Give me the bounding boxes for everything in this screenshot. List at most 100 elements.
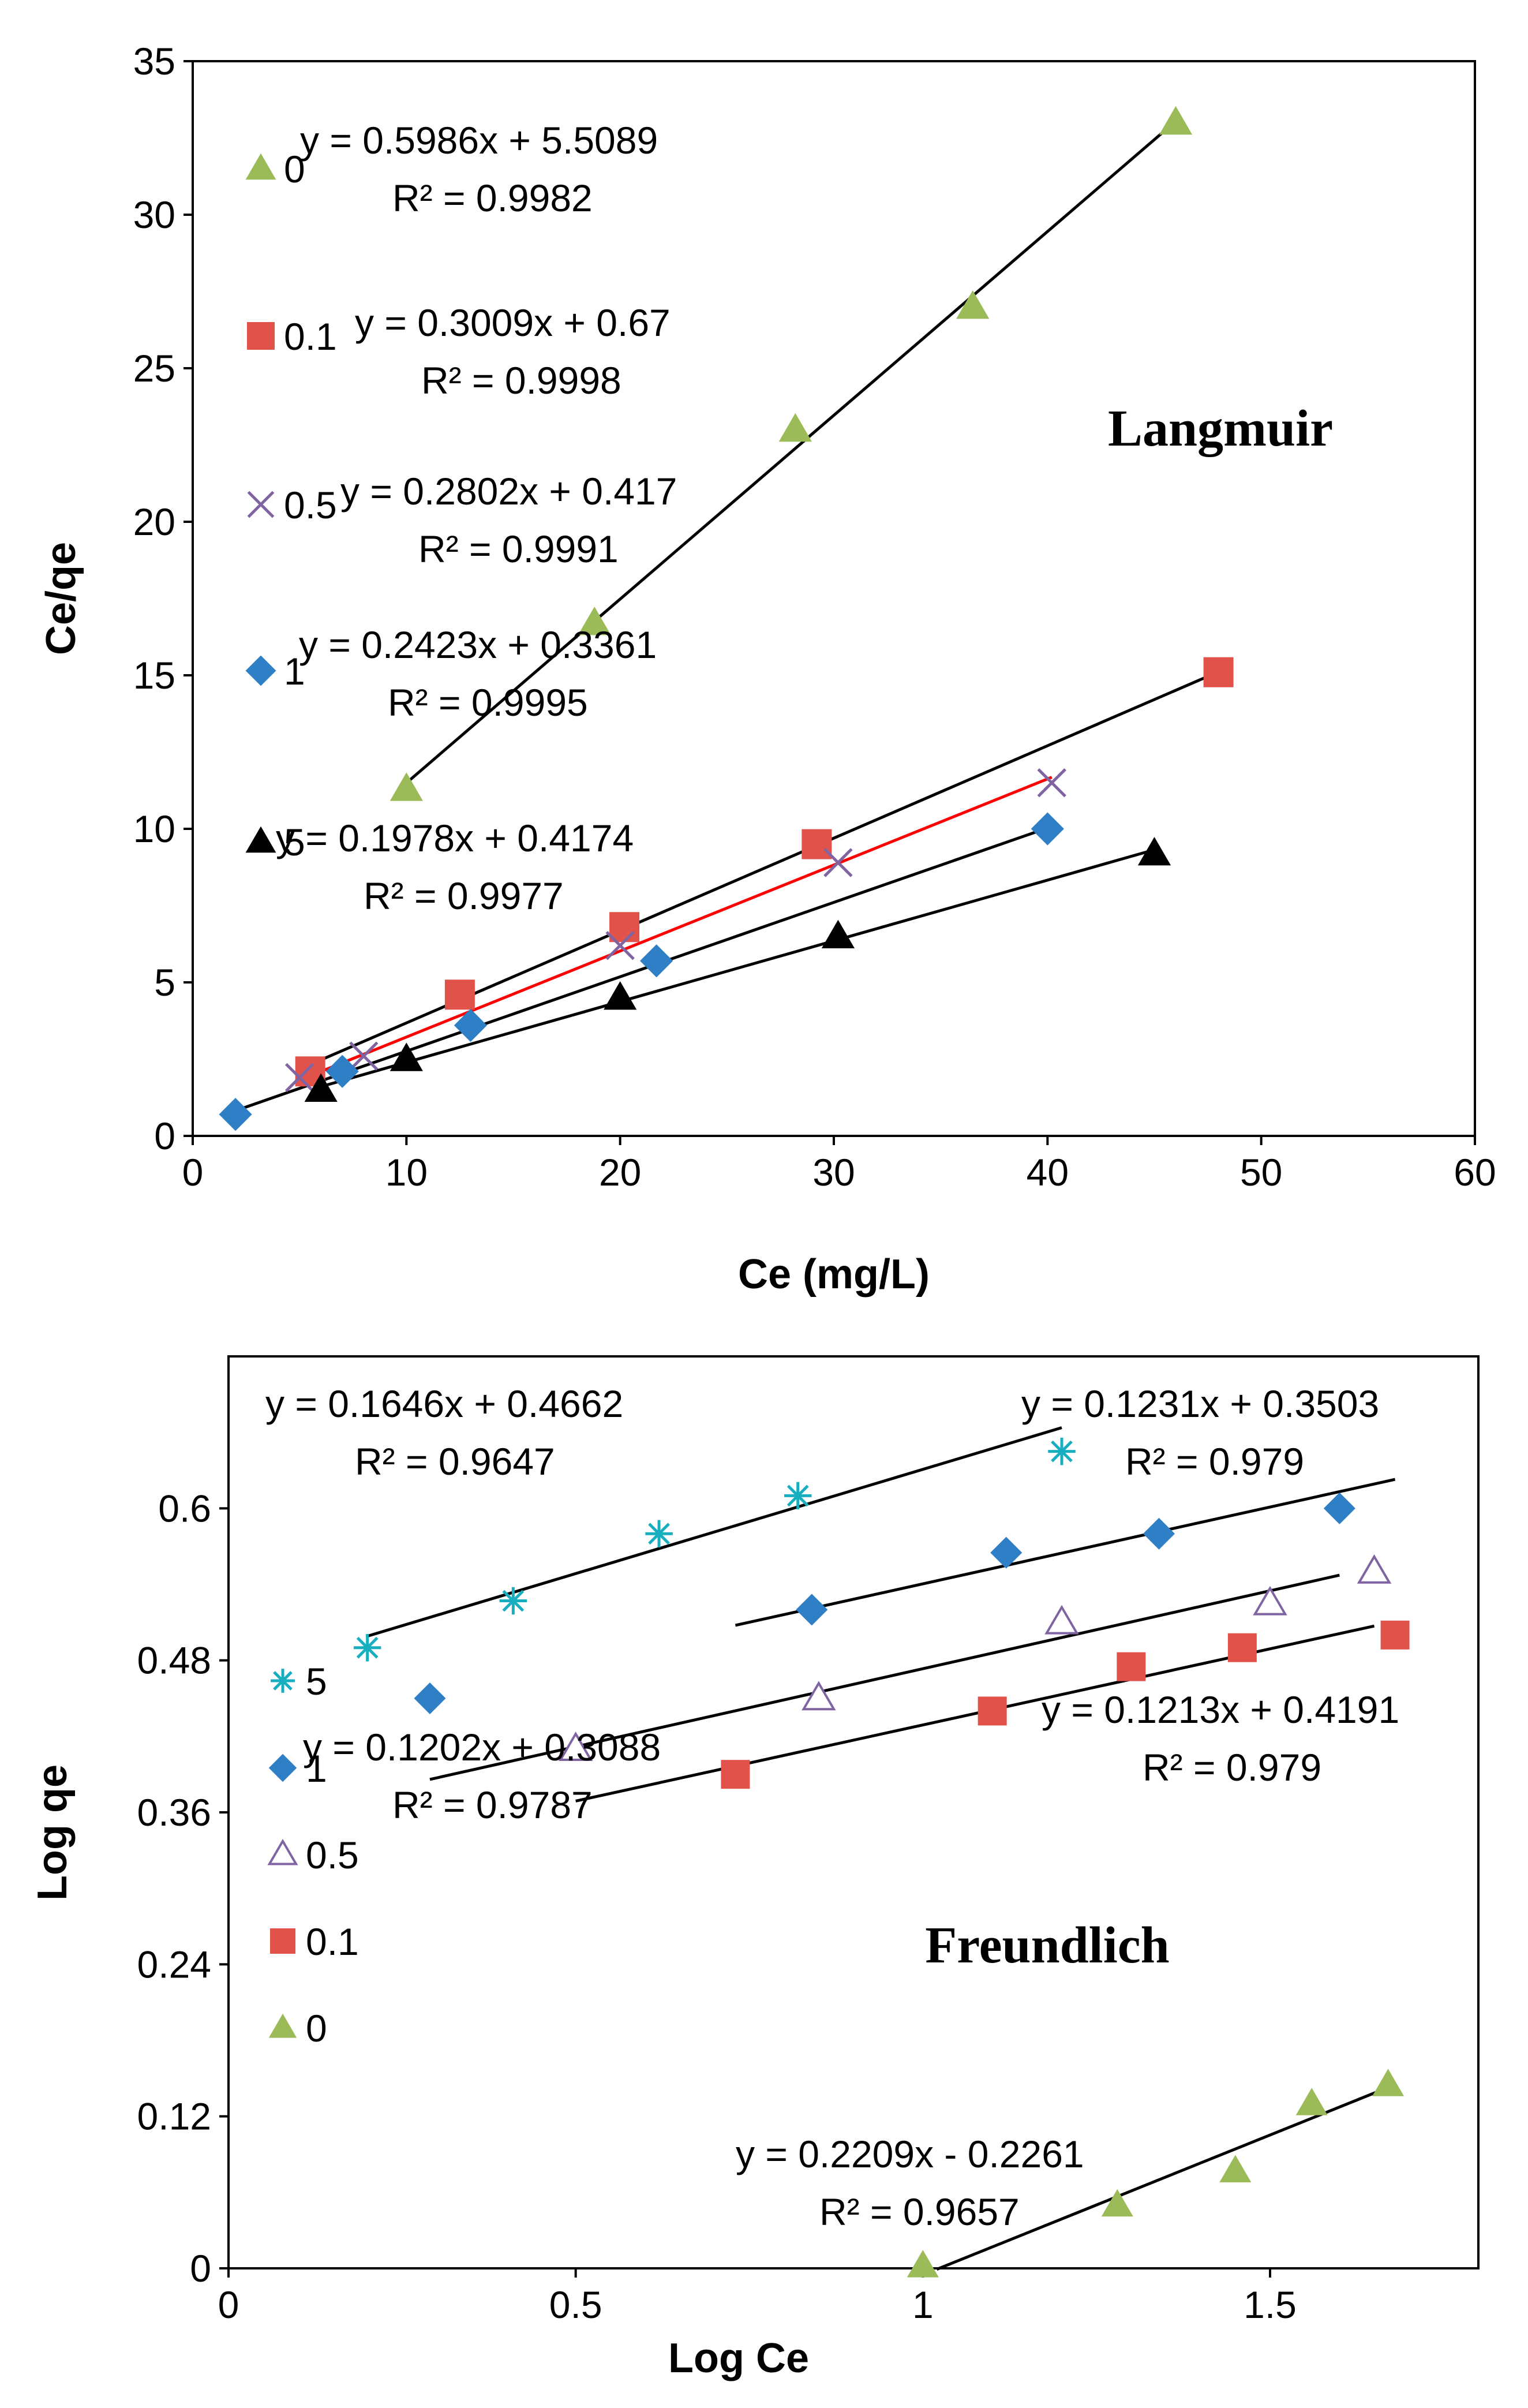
freundlich-y-axis-label: Log qe [29, 1764, 76, 1901]
langmuir-y-tick-label: 35 [133, 40, 175, 83]
freundlich-point-series-0.1 [978, 1696, 1007, 1726]
freundlich-legend-marker-0.5 [267, 1838, 298, 1865]
freundlich-x-tick-label: 1.5 [1244, 2283, 1297, 2326]
langmuir-point-series-0.1 [444, 979, 475, 1010]
freundlich-legend-label: 5 [306, 1660, 327, 1703]
langmuir-legend-label: 0 [284, 148, 305, 190]
langmuir-point-series-0 [1159, 106, 1193, 135]
langmuir-point-series-1 [454, 1008, 488, 1042]
langmuir-eq-1: y = 0.3009x + 0.67 [355, 301, 671, 344]
langmuir-point-series-5 [390, 1042, 423, 1071]
langmuir-y-tick-label: 30 [133, 193, 175, 236]
langmuir-x-tick-label: 50 [1240, 1151, 1282, 1194]
langmuir-point-series-0 [578, 606, 611, 635]
langmuir-legend-marker-0 [245, 153, 276, 180]
langmuir-fit-line-0 [405, 120, 1177, 784]
freundlich-point-series-1 [414, 1682, 446, 1714]
freundlich-r2-2: R² = 0.9787 [392, 1783, 593, 1826]
freundlich-point-series-5 [353, 1633, 381, 1662]
freundlich-legend-label: 0.1 [306, 1920, 359, 1963]
freundlich-point-series-5 [784, 1482, 812, 1510]
langmuir-y-tick-label: 0 [154, 1115, 175, 1157]
langmuir-point-series-0.5 [1037, 768, 1066, 798]
freundlich-point-series-0 [1372, 2069, 1405, 2096]
freundlich-point-series-1 [1143, 1517, 1175, 1550]
langmuir-legend-label: 1 [284, 650, 305, 693]
langmuir-point-series-0.1 [1203, 657, 1234, 687]
freundlich-x-tick-label: 1 [912, 2283, 934, 2326]
freundlich-point-series-0 [1295, 2088, 1328, 2115]
langmuir-x-tick-label: 60 [1454, 1151, 1496, 1194]
langmuir-r2-3: R² = 0.9995 [388, 681, 588, 724]
langmuir-y-tick-label: 20 [133, 500, 175, 543]
freundlich-y-tick-label: 0.12 [137, 2095, 211, 2138]
freundlich-point-series-0.5 [1044, 1605, 1079, 1635]
langmuir-r2-1: R² = 0.9998 [421, 359, 621, 402]
langmuir-x-tick-label: 10 [385, 1151, 428, 1194]
freundlich-data-points [353, 1437, 1410, 2278]
langmuir-point-series-1 [1031, 812, 1064, 846]
freundlich-legend-marker-0.1 [270, 1928, 295, 1954]
langmuir-fit-line-0.5 [299, 776, 1053, 1082]
freundlich-fit-line-0.1 [735, 1478, 1396, 1627]
langmuir-r2-0: R² = 0.9982 [392, 177, 593, 219]
langmuir-point-series-1 [219, 1098, 252, 1131]
freundlich-point-series-1 [990, 1536, 1023, 1569]
freundlich-eq-1: y = 0.1231x + 0.3503 [1021, 1382, 1379, 1425]
langmuir-title: Langmuir [1108, 400, 1333, 457]
freundlich-point-series-5 [499, 1587, 527, 1615]
freundlich-title: Freundlich [925, 1917, 1169, 1974]
freundlich-point-series-0.5 [1253, 1586, 1287, 1616]
freundlich-point-series-0.5 [558, 1732, 593, 1762]
langmuir-r2-2: R² = 0.9991 [418, 528, 619, 570]
langmuir-y-tick-label: 15 [133, 654, 175, 697]
langmuir-legend: 0 0.1 0.5 1 5 [245, 148, 337, 863]
langmuir-legend-label: 0.5 [284, 484, 337, 526]
freundlich-legend-marker-0 [268, 2013, 297, 2038]
langmuir-point-series-5 [821, 919, 855, 948]
langmuir-point-series-0.5 [349, 1041, 379, 1071]
langmuir-point-series-0.1 [609, 912, 640, 943]
freundlich-legend-marker-5 [271, 1669, 295, 1693]
langmuir-fit-line-5 [320, 848, 1155, 1089]
freundlich-eq-2: y = 0.1202x + 0.3088 [303, 1726, 661, 1768]
langmuir-point-series-5 [604, 981, 637, 1010]
freundlich-point-series-1 [796, 1594, 828, 1626]
freundlich-y-tick-label: 0.6 [158, 1487, 211, 1530]
langmuir-point-series-0.5 [605, 930, 635, 960]
freundlich-point-series-5 [645, 1520, 673, 1547]
langmuir-point-series-1 [325, 1055, 359, 1088]
freundlich-legend-label: 0 [306, 2007, 327, 2050]
freundlich-point-series-0.1 [1380, 1620, 1410, 1650]
freundlich-legend-label: 0.5 [306, 1834, 359, 1876]
langmuir-x-axis-label: Ce (mg/L) [738, 1251, 930, 1298]
freundlich-r2-4: R² = 0.9657 [819, 2190, 1020, 2233]
freundlich-chart: 0 0.5 1 1.5 0 0.12 0.24 0.36 0.48 0.6 5 1 0.5 0.1 0 F… [29, 1355, 1480, 2381]
langmuir-x-tick-label: 40 [1027, 1151, 1069, 1194]
langmuir-point-series-1 [640, 944, 673, 978]
langmuir-legend-label: 0.1 [284, 315, 337, 358]
langmuir-eq-4: y = 0.1978x + 0.4174 [276, 817, 634, 859]
freundlich-point-series-1 [1323, 1492, 1355, 1524]
langmuir-eq-0: y = 0.5986x + 5.5089 [300, 119, 658, 162]
freundlich-fit-line-5 [366, 1426, 1062, 1638]
langmuir-legend-marker-5 [245, 826, 276, 853]
langmuir-y-axis-label: Ce/qe [38, 542, 84, 655]
langmuir-legend-label: 5 [284, 821, 305, 863]
freundlich-x-tick-label: 0 [218, 2283, 239, 2326]
langmuir-eq-3: y = 0.2423x + 0.3361 [299, 623, 657, 666]
langmuir-point-series-0.5 [823, 848, 853, 877]
freundlich-point-series-0 [1219, 2155, 1252, 2183]
freundlich-point-series-5 [1048, 1437, 1076, 1465]
langmuir-x-tick-label: 0 [182, 1151, 204, 1194]
freundlich-y-tick-label: 0.36 [137, 1791, 211, 1834]
freundlich-y-tick-label: 0 [190, 2247, 211, 2290]
langmuir-x-tick-label: 30 [812, 1151, 855, 1194]
langmuir-point-series-5 [304, 1073, 338, 1102]
freundlich-point-series-0 [1101, 2189, 1133, 2217]
langmuir-plot-frame [192, 60, 1476, 1137]
langmuir-eq-2: y = 0.2802x + 0.417 [340, 470, 677, 513]
freundlich-legend-marker-1 [268, 1753, 297, 1782]
langmuir-r2-4: R² = 0.9977 [364, 874, 564, 917]
